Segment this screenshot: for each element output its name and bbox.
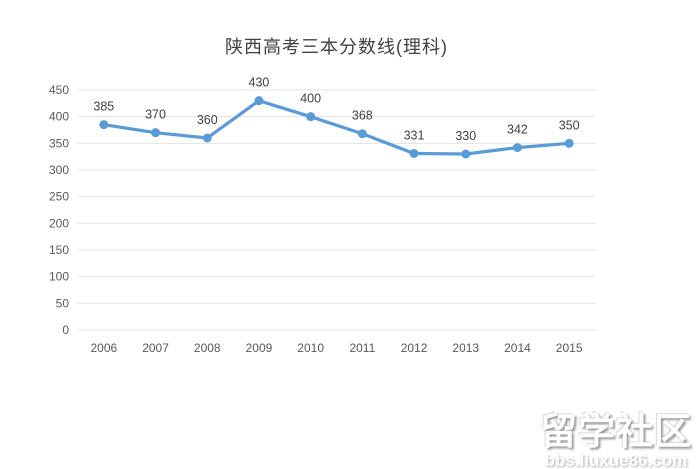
x-tick-label: 2013 (452, 341, 479, 355)
y-tick-label: 150 (49, 243, 69, 257)
y-tick-label: 350 (49, 136, 69, 150)
data-label: 368 (352, 109, 373, 123)
x-tick-label: 2012 (401, 341, 428, 355)
data-label: 330 (455, 129, 476, 143)
y-tick-label: 50 (56, 296, 70, 310)
line-chart: 0 50 100 150 200 250 300 350 400 450 2006 2007 2008 2… (49, 76, 595, 355)
data-label: 400 (300, 92, 321, 106)
y-tick-label: 450 (49, 83, 69, 97)
data-point (306, 112, 316, 122)
y-tick-label: 0 (62, 323, 69, 337)
data-label: 360 (197, 113, 218, 127)
x-tick-label: 2009 (246, 341, 273, 355)
y-tick-label: 100 (49, 270, 69, 284)
data-point (512, 143, 522, 153)
data-label: 385 (93, 100, 114, 114)
data-label: 350 (559, 118, 580, 132)
x-tick-label: 2015 (556, 341, 583, 355)
watermark-brand-text: 留学社区 (540, 411, 692, 452)
series-line (102, 99, 571, 156)
x-tick-label: 2006 (90, 341, 117, 355)
y-tick-label: 400 (49, 110, 69, 124)
data-label: 370 (145, 108, 166, 122)
data-point (564, 138, 574, 148)
chart-title: 陕西高考三本分数线(理科) (225, 37, 448, 57)
x-tick-label: 2008 (194, 341, 221, 355)
data-point (357, 129, 367, 139)
y-tick-label: 200 (49, 216, 69, 230)
x-tick-label: 2007 (142, 341, 169, 355)
data-label: 331 (404, 128, 425, 142)
data-point (254, 96, 264, 106)
y-tick-label: 300 (49, 163, 69, 177)
data-point (99, 120, 109, 130)
data-point (461, 149, 471, 159)
x-tick-label: 2010 (297, 341, 324, 355)
data-label: 342 (507, 123, 528, 137)
watermark-url-text: bbs.liuxue86.com (544, 451, 688, 469)
x-tick-label: 2014 (504, 341, 531, 355)
data-point (151, 128, 161, 138)
x-tick-label: 2011 (349, 341, 375, 355)
data-point (409, 148, 419, 158)
data-point (202, 133, 212, 143)
data-label: 430 (249, 76, 270, 90)
watermark: 留学社区 bbs.liuxue86.com (540, 413, 692, 469)
y-tick-label: 250 (49, 190, 69, 204)
